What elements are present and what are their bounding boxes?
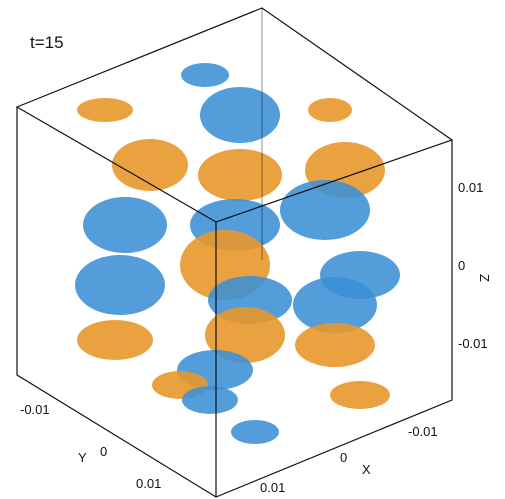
z-axis-label: Z: [477, 274, 492, 282]
visualization: t=15 0.01 0 -0.01 Z -0.01 0 0.01 Y -0.01…: [0, 0, 505, 499]
x-tick-label: 0.01: [260, 480, 285, 495]
y-tick-label: -0.01: [20, 402, 50, 417]
x-tick-label: -0.01: [408, 424, 438, 439]
isosurfaces: [75, 63, 400, 444]
time-label: t=15: [30, 33, 64, 52]
x-tick-label: 0: [340, 450, 347, 465]
z-tick-label: 0.01: [458, 180, 483, 195]
x-axis-label: X: [362, 462, 371, 477]
y-axis-label: Y: [78, 450, 87, 465]
z-tick-label: -0.01: [458, 336, 488, 351]
z-tick-label: 0: [458, 258, 465, 273]
y-tick-label: 0.01: [136, 476, 161, 491]
y-tick-label: 0: [100, 444, 107, 459]
